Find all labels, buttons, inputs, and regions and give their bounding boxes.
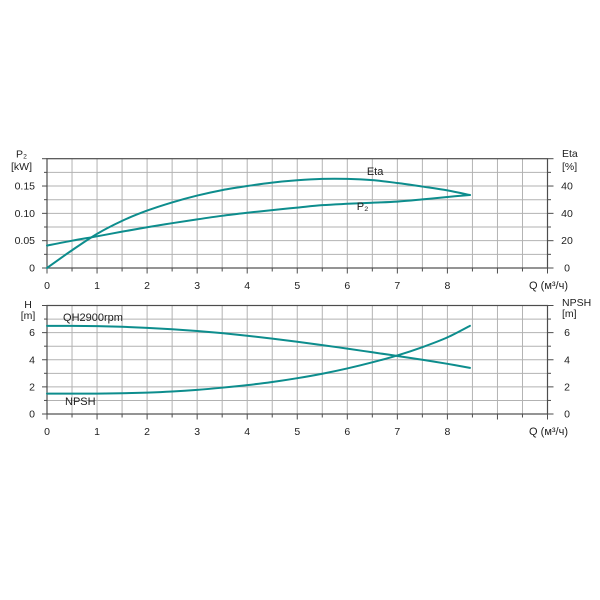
x-tick-label: 5 <box>294 426 300 438</box>
curve-label-qh-2900rpm: QH2900rpm <box>63 312 123 324</box>
y-right-tick-label: 20 <box>561 235 573 247</box>
y-right-axis-unit: [%] <box>562 161 577 173</box>
curve-qh-2900rpm <box>46 324 471 369</box>
x-axis-title: Q (м³/ч) <box>529 426 568 438</box>
x-tick-label: 8 <box>444 280 450 292</box>
x-tick-label: 7 <box>394 280 400 292</box>
curve-label-npsh: NPSH <box>65 396 96 408</box>
y-right-tick-label: 2 <box>564 381 570 393</box>
x-tick-label: 7 <box>394 426 400 438</box>
x-tick-label: 1 <box>94 426 100 438</box>
y-left-axis-title: P₂ <box>16 149 27 161</box>
y-left-tick-label: 0 <box>29 409 35 421</box>
y-left-axis-title: H <box>24 299 32 311</box>
x-tick-label: 3 <box>194 426 200 438</box>
y-right-tick-label: 0 <box>564 409 570 421</box>
x-tick-label: 4 <box>244 426 250 438</box>
y-right-tick-label: 40 <box>561 181 573 193</box>
x-tick-label: 1 <box>94 280 100 292</box>
y-left-tick-label: 2 <box>29 381 35 393</box>
x-tick-label: 8 <box>444 426 450 438</box>
y-left-tick-label: 6 <box>29 327 35 339</box>
x-tick-label: 6 <box>344 426 350 438</box>
y-right-tick-label: 0 <box>564 263 570 275</box>
y-right-axis-unit: [m] <box>562 308 577 320</box>
x-tick-label: 0 <box>44 280 50 292</box>
y-right-axis-title: NPSH <box>562 297 591 309</box>
curve-npsh <box>46 324 471 395</box>
y-left-tick-label: 0 <box>29 263 35 275</box>
curve-label-p2: P₂ <box>357 201 369 213</box>
y-right-axis-title: Eta <box>562 148 578 160</box>
x-tick-label: 2 <box>144 426 150 438</box>
x-tick-label: 0 <box>44 426 50 438</box>
y-left-tick-label: 4 <box>29 354 35 366</box>
x-tick-label: 3 <box>194 280 200 292</box>
x-tick-label: 6 <box>344 280 350 292</box>
y-left-axis-unit: [kW] <box>11 161 32 173</box>
curve-eta <box>46 177 471 269</box>
curve-label-eta: Eta <box>367 166 384 178</box>
y-right-tick-label: 40 <box>561 208 573 220</box>
y-left-tick-label: 0.10 <box>15 208 36 220</box>
x-axis-title: Q (м³/ч) <box>529 280 568 292</box>
y-left-axis-unit: [m] <box>21 310 36 322</box>
x-tick-label: 2 <box>144 280 150 292</box>
y-right-tick-label: 6 <box>564 327 570 339</box>
y-left-tick-label: 0.15 <box>15 181 36 193</box>
y-left-tick-label: 0.05 <box>15 235 36 247</box>
y-right-tick-label: 4 <box>564 354 570 366</box>
x-tick-label: 5 <box>294 280 300 292</box>
curve-p2 <box>46 194 471 247</box>
x-tick-label: 4 <box>244 280 250 292</box>
p2-eta-chart: 0 1 2 3 4 5 6 7 80.150.100.0504040200P₂[kW]Eta[%… <box>11 148 578 292</box>
